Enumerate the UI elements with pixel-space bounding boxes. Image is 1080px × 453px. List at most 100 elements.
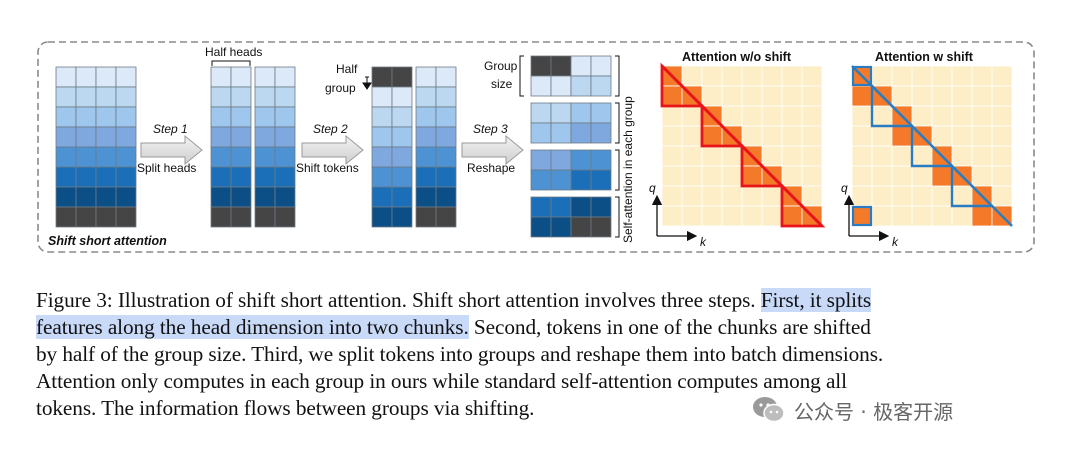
vertical-label: Self-attention in each group	[621, 96, 635, 243]
attention-cell	[701, 65, 723, 87]
token-cell	[95, 146, 117, 168]
token-cell	[95, 106, 117, 128]
token-cell	[55, 126, 77, 148]
attention-cell	[991, 125, 1013, 147]
token-cell	[371, 186, 393, 208]
group-cell	[570, 169, 592, 191]
step1-caption: Split heads	[137, 161, 196, 175]
half-group-label-1: Half	[336, 62, 358, 76]
watermark-text: 公众号 · 极客开源	[794, 399, 954, 424]
attention-cell	[741, 125, 763, 147]
half-heads-column-a	[210, 66, 252, 228]
group-cell	[530, 169, 552, 191]
attention-cell	[661, 145, 683, 167]
group-cell	[570, 102, 592, 124]
group-cell	[530, 149, 552, 171]
token-cell	[391, 126, 413, 148]
attention-cell	[851, 125, 873, 147]
attention-cell	[721, 165, 743, 187]
token-cell	[435, 166, 457, 188]
attention-active-cell	[701, 125, 723, 147]
token-cell	[115, 146, 137, 168]
token-cell	[75, 66, 97, 88]
group-cell	[590, 216, 612, 238]
attention-cell	[661, 105, 683, 127]
token-cell	[415, 206, 437, 228]
token-cell	[75, 186, 97, 208]
attention-cell	[701, 165, 723, 187]
token-cell	[210, 86, 232, 108]
attention-cell	[991, 85, 1013, 107]
token-cell	[435, 66, 457, 88]
shifted-tokens-column-b	[415, 66, 457, 228]
group-cell	[590, 55, 612, 77]
step2-label: Step 2	[313, 122, 348, 136]
token-cell	[55, 66, 77, 88]
attention-cell	[761, 85, 783, 107]
token-cell	[254, 126, 276, 148]
group-cell	[550, 196, 572, 218]
attention-cell	[871, 65, 893, 87]
group-size-label-2: size	[491, 77, 513, 91]
group-cell	[530, 122, 552, 144]
attention-cell	[951, 105, 973, 127]
step3-caption: Reshape	[467, 161, 515, 175]
token-cell	[415, 86, 437, 108]
left-panel-label: Shift short attention	[48, 234, 167, 248]
attention-cell	[761, 105, 783, 127]
attention-cell	[761, 185, 783, 207]
step1-label: Step 1	[153, 122, 188, 136]
token-cell	[230, 146, 252, 168]
attention-cell	[741, 105, 763, 127]
attention-cell	[661, 125, 683, 147]
attention-cell	[871, 125, 893, 147]
token-cell	[115, 126, 137, 148]
attention-active-cell	[781, 205, 803, 227]
token-cell	[55, 106, 77, 128]
token-cell	[230, 86, 252, 108]
axes-left: q k	[649, 181, 707, 249]
token-cell	[435, 126, 457, 148]
token-cell	[371, 146, 393, 168]
token-cell	[391, 206, 413, 228]
group-cell	[530, 196, 552, 218]
attention-cell	[951, 205, 973, 227]
attention-cell	[911, 145, 933, 167]
attention-cell	[871, 145, 893, 167]
shifted-tokens-column-a	[371, 66, 413, 228]
attention-cell	[661, 185, 683, 207]
axis-q-left: q	[649, 181, 656, 195]
attention-cell	[951, 145, 973, 167]
group-cell	[530, 75, 552, 97]
token-cell	[274, 126, 296, 148]
token-cell	[254, 146, 276, 168]
token-cell	[391, 106, 413, 128]
caption-line-2: features along the head dimension into t…	[36, 314, 1046, 341]
attention-cell	[991, 105, 1013, 127]
token-cell	[55, 146, 77, 168]
wechat-icon	[753, 397, 785, 423]
attention-cell	[851, 105, 873, 127]
attention-cell	[951, 185, 973, 207]
attention-cell	[721, 65, 743, 87]
attention-cell	[951, 85, 973, 107]
group-cell	[590, 75, 612, 97]
caption-line-3: by half of the group size. Third, we spl…	[36, 342, 884, 366]
attention-cell	[931, 185, 953, 207]
attention-cell	[741, 85, 763, 107]
half-group-label-2: group	[325, 81, 356, 95]
attention-cell	[801, 65, 823, 87]
token-cell	[274, 106, 296, 128]
attention-cell	[891, 185, 913, 207]
attention-cell	[781, 165, 803, 187]
token-cell	[210, 186, 232, 208]
group-bracket	[615, 196, 620, 238]
attention-cell	[721, 205, 743, 227]
token-cell	[95, 86, 117, 108]
attention-cell	[781, 65, 803, 87]
attention-cell	[911, 105, 933, 127]
token-cell	[391, 86, 413, 108]
axis-k-left: k	[700, 235, 707, 249]
token-cell	[274, 146, 296, 168]
attention-cell	[991, 165, 1013, 187]
